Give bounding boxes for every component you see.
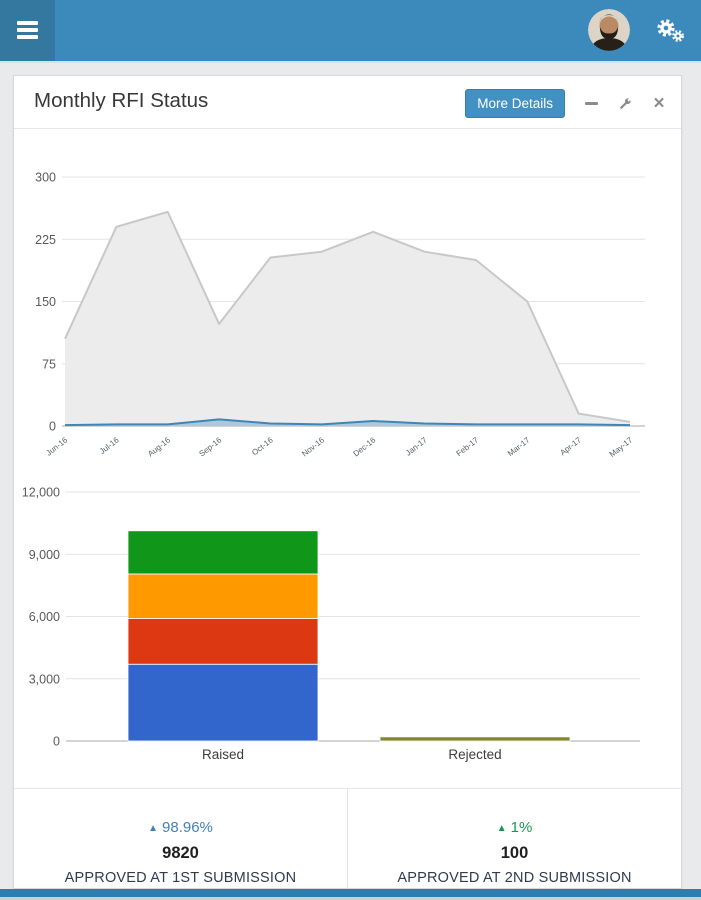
monthly-rfi-area-chart: 0 75 150 225 300 Jun-16 Jul-16 Aug-16 Sep-16 Oct-… <box>35 171 645 459</box>
wrench-icon[interactable] <box>617 91 633 117</box>
svg-text:Jan-17: Jan-17 <box>404 435 429 457</box>
rfi-raised-rejected-bar-chart: 0 3,000 6,000 9,000 12,000 Raised Rejected <box>22 486 640 762</box>
up-arrow-icon: ▲ <box>148 823 159 834</box>
card-controls: More Details × <box>465 89 667 118</box>
svg-text:Jun-16: Jun-16 <box>44 435 69 457</box>
card-title: Monthly RFI Status <box>34 89 209 112</box>
svg-text:Aug-16: Aug-16 <box>146 435 172 458</box>
svg-text:Mar-17: Mar-17 <box>506 435 532 458</box>
svg-text:Raised: Raised <box>202 747 244 762</box>
svg-text:75: 75 <box>42 357 56 371</box>
svg-text:Apr-17: Apr-17 <box>558 435 583 457</box>
avatar-photo <box>588 9 630 51</box>
svg-text:Dec-16: Dec-16 <box>352 435 378 458</box>
close-icon[interactable]: × <box>653 93 665 114</box>
svg-text:Jul-16: Jul-16 <box>98 435 121 456</box>
stat-value: 100 <box>500 844 529 862</box>
svg-text:Oct-16: Oct-16 <box>250 435 275 457</box>
hamburger-icon <box>17 21 38 25</box>
stat-delta: ▲ 98.96% <box>148 819 213 836</box>
stat-approved-1st-submission: ▲ 98.96% 9820 APPROVED AT 1ST SUBMISSION <box>14 789 347 888</box>
stat-value: 9820 <box>162 844 199 862</box>
footer-edge <box>0 897 701 900</box>
app-header <box>0 0 701 63</box>
svg-text:12,000: 12,000 <box>22 486 60 500</box>
up-arrow-icon: ▲ <box>496 823 507 834</box>
settings-cogs-button[interactable] <box>654 18 686 45</box>
stat-approved-2nd-submission: ▲ 1% 100 APPROVED AT 2ND SUBMISSION <box>347 789 681 888</box>
svg-text:6,000: 6,000 <box>29 610 60 624</box>
svg-text:0: 0 <box>53 735 60 749</box>
cogs-icon <box>657 19 684 42</box>
svg-text:300: 300 <box>35 171 56 185</box>
svg-text:Sep-16: Sep-16 <box>197 435 223 458</box>
more-details-button[interactable]: More Details <box>465 89 565 118</box>
hamburger-menu-button[interactable] <box>0 0 55 61</box>
svg-text:3,000: 3,000 <box>29 672 60 686</box>
svg-text:May-17: May-17 <box>608 435 635 459</box>
svg-text:150: 150 <box>35 295 56 309</box>
monthly-rfi-status-card: Monthly RFI Status More Details × 0 75 150 <box>13 75 682 889</box>
svg-text:Nov-16: Nov-16 <box>300 435 326 458</box>
minimize-icon[interactable] <box>583 91 599 117</box>
stat-delta: ▲ 1% <box>496 819 533 836</box>
svg-text:Feb-17: Feb-17 <box>455 435 481 458</box>
svg-text:Rejected: Rejected <box>448 747 501 762</box>
svg-text:225: 225 <box>35 233 56 247</box>
svg-text:0: 0 <box>49 420 56 434</box>
footer-bar <box>0 889 701 897</box>
stat-label: APPROVED AT 1ST SUBMISSION <box>64 870 297 886</box>
stat-label: APPROVED AT 2ND SUBMISSION <box>397 870 632 886</box>
svg-text:9,000: 9,000 <box>29 548 60 562</box>
card-header: Monthly RFI Status More Details × <box>14 76 681 129</box>
user-avatar[interactable] <box>588 9 630 51</box>
stats-footer: ▲ 98.96% 9820 APPROVED AT 1ST SUBMISSION … <box>14 788 681 888</box>
